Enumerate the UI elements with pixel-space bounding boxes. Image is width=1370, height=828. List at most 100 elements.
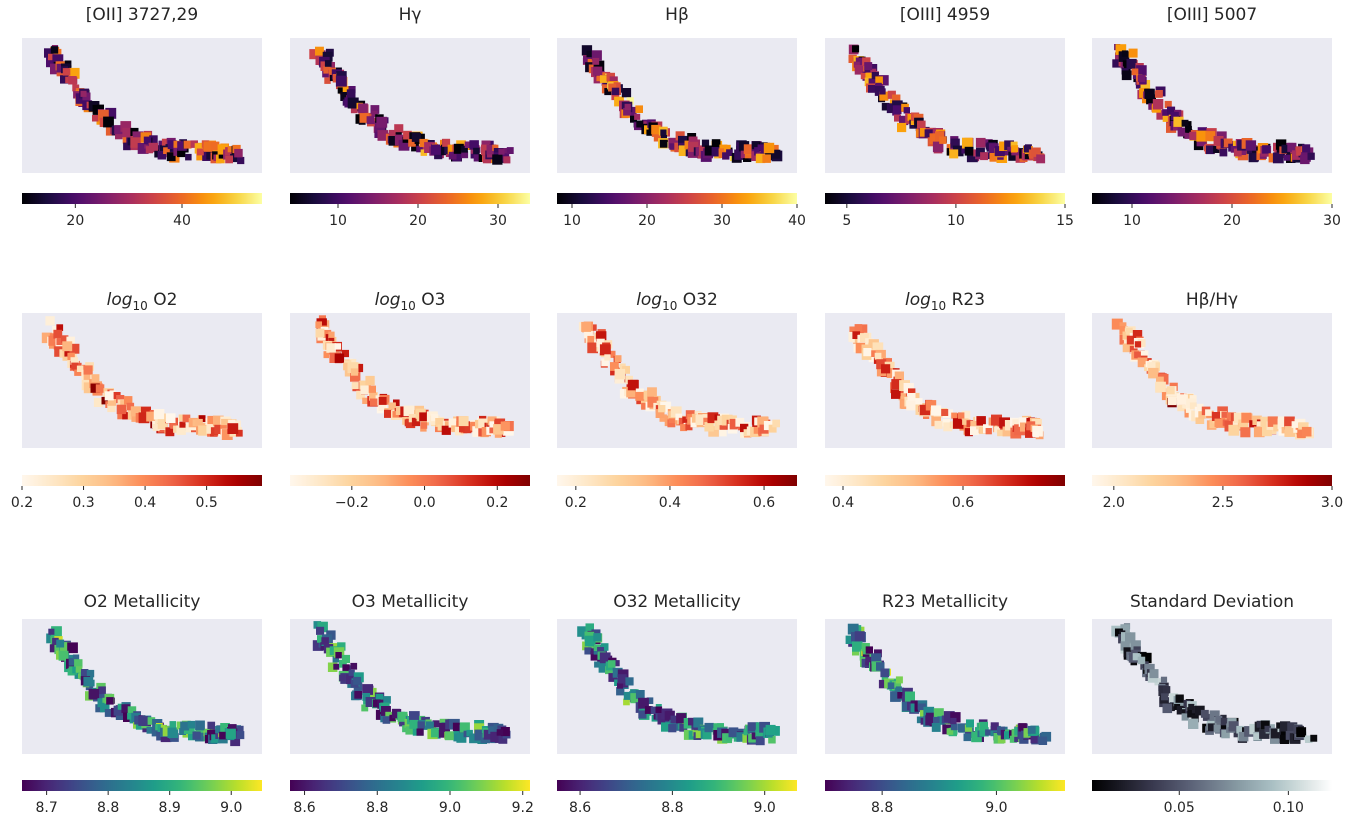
map-cell [1027, 725, 1036, 734]
map-cell [743, 144, 754, 154]
map-cell [1162, 113, 1172, 122]
map-cell [964, 146, 974, 156]
map-cell [1132, 653, 1140, 661]
map-cell [687, 148, 698, 158]
map-cell [1004, 140, 1014, 151]
map-cell [627, 379, 639, 391]
map-cell [62, 341, 73, 352]
map-cell [763, 421, 773, 431]
map-cell [931, 723, 941, 732]
map-cell [1273, 424, 1281, 432]
map-cell [195, 418, 203, 427]
map-cell [333, 663, 340, 670]
colorbar-tick-label: 20 [66, 213, 84, 229]
map-cell [120, 400, 127, 407]
map-cell [351, 382, 359, 390]
colorbar-tick-label: 10 [329, 213, 347, 229]
map-cell [377, 130, 389, 141]
map-cell [452, 151, 462, 162]
map-cell [658, 405, 666, 413]
map-cell [1146, 94, 1156, 105]
map-cell [1238, 731, 1249, 742]
map-cell [408, 139, 416, 147]
map-cell [872, 342, 884, 353]
map-cell [971, 731, 982, 743]
map-cell [87, 679, 95, 687]
map-cell [924, 129, 934, 138]
map-cell [46, 57, 56, 68]
panel-12: O3 Metallicity 8.6 8.8 9.0 9.2 [290, 592, 534, 816]
map-cell [81, 669, 89, 677]
map-cell [346, 89, 356, 98]
map-cell [1220, 724, 1230, 733]
panel-title: O3 Metallicity [352, 592, 469, 612]
map-cell [459, 722, 470, 733]
map-cell [173, 140, 181, 148]
map-cell [660, 401, 672, 413]
map-cell [1038, 736, 1048, 745]
map-cell [69, 343, 80, 354]
map-cell [122, 127, 132, 138]
map-cell [659, 139, 668, 148]
map-cell [492, 154, 503, 165]
map-cell [213, 415, 224, 427]
map-cell [420, 417, 430, 426]
map-cell [1160, 676, 1168, 683]
map-cell [48, 53, 55, 61]
map-cell [1219, 148, 1228, 157]
map-cell [359, 113, 370, 123]
map-cell [1030, 736, 1038, 744]
map-cell [116, 404, 127, 415]
colorbar-tick-label: 9.2 [512, 800, 534, 816]
colorbar-tick-label: 0.5 [195, 495, 217, 511]
map-cell [1260, 720, 1270, 730]
map-cell [431, 144, 442, 155]
map-cell [1283, 154, 1291, 161]
map-cell [1189, 402, 1197, 410]
map-cell [703, 417, 711, 426]
map-cell [630, 115, 637, 123]
map-cell [887, 90, 896, 99]
map-cell [577, 626, 588, 637]
map-cell [899, 115, 909, 126]
map-cell [878, 75, 889, 86]
map-cell [1122, 331, 1131, 340]
map-cell [651, 124, 661, 135]
map-cell [734, 149, 745, 160]
colorbar-tick-label: 10 [563, 213, 581, 229]
colorbar-tick-label: 9.0 [439, 800, 461, 816]
map-cell [500, 727, 510, 737]
map-cell [182, 414, 191, 423]
map-cell [489, 421, 496, 428]
map-cell [92, 115, 99, 122]
map-cell [80, 90, 87, 97]
map-cell [487, 416, 497, 426]
map-cell [1228, 424, 1240, 436]
map-cell [871, 71, 879, 80]
map-cell [887, 682, 895, 689]
map-cell [895, 676, 903, 684]
map-cell [347, 97, 359, 109]
panel-title: Standard Deviation [1130, 592, 1294, 612]
map-cell [622, 365, 630, 374]
map-cell [1206, 145, 1215, 155]
map-cell [474, 729, 486, 741]
map-cell [722, 152, 730, 160]
map-cell [498, 734, 508, 744]
colorbar-tick-label: 20 [638, 213, 656, 229]
map-cell [1256, 720, 1264, 728]
map-cell [152, 424, 160, 431]
map-cell [198, 415, 206, 422]
colorbar [825, 475, 1065, 486]
map-cell [751, 732, 759, 740]
map-cell [194, 143, 206, 154]
map-cell [1126, 335, 1136, 345]
map-cell [101, 396, 109, 405]
map-cell [178, 416, 187, 426]
map-cell [1195, 705, 1205, 716]
map-cell [1173, 116, 1184, 127]
map-cell [130, 137, 141, 148]
map-cell [1004, 731, 1013, 740]
map-cell [321, 637, 329, 645]
map-cell [614, 368, 626, 380]
